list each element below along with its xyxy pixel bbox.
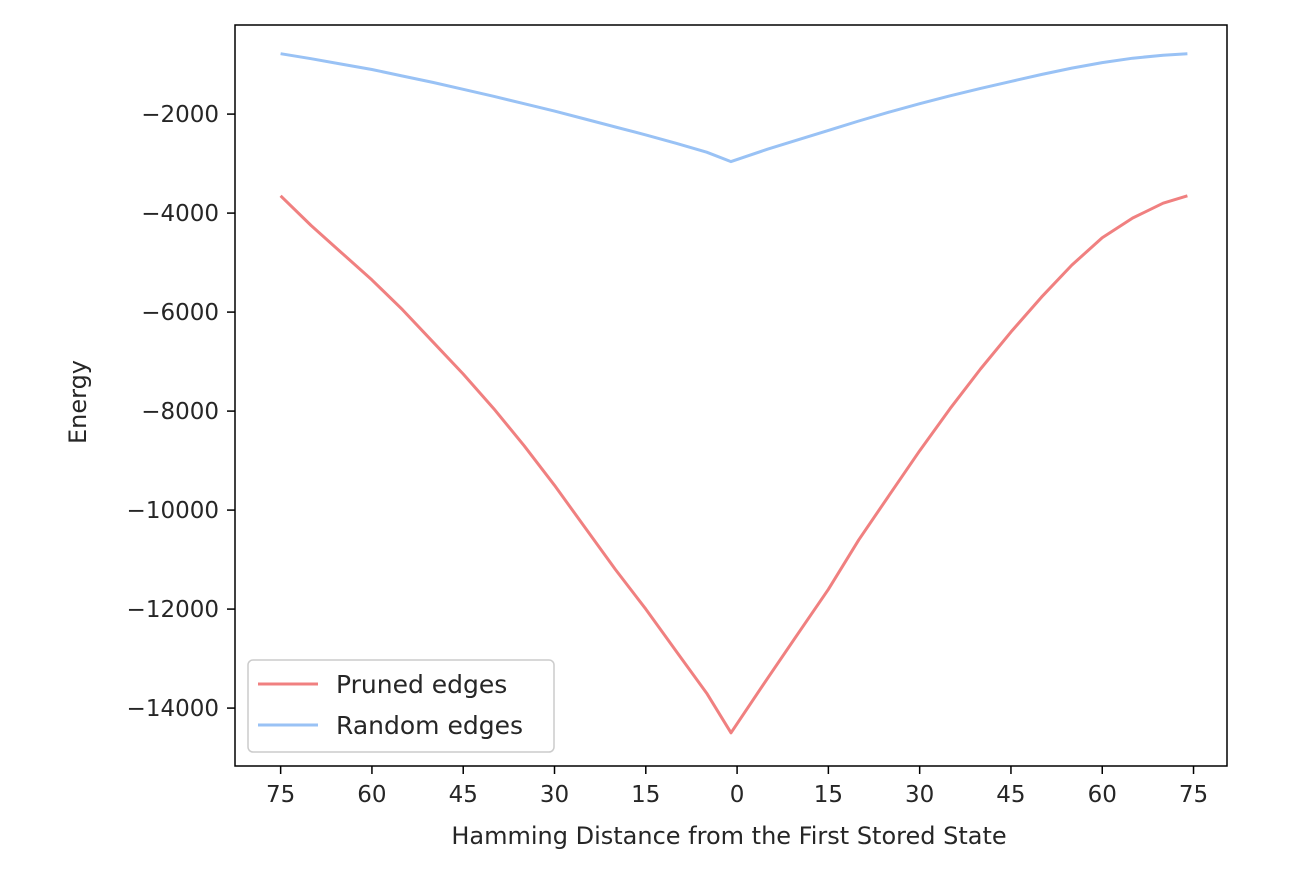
y-tick-label: −14000: [127, 696, 219, 722]
x-tick-label: 15: [631, 782, 660, 808]
y-tick-label: −12000: [127, 597, 219, 623]
x-tick-label: 15: [814, 782, 843, 808]
x-axis-ticks: 75 60 45 30 15 0 15 30 45 60 75: [266, 766, 1208, 808]
series-line-pruned: [279, 194, 1188, 735]
series-line-random: [280, 52, 1188, 164]
x-tick-label: 75: [266, 782, 295, 808]
x-tick-label: 45: [996, 782, 1025, 808]
x-tick-label: 60: [1088, 782, 1117, 808]
y-tick-label: −6000: [141, 300, 219, 326]
x-axis-label: Hamming Distance from the First Stored S…: [451, 822, 1006, 850]
legend-label-random: Random edges: [336, 711, 523, 740]
y-tick-label: −4000: [141, 201, 219, 227]
legend: Pruned edges Random edges: [247, 659, 555, 753]
x-tick-label: 60: [357, 782, 386, 808]
x-tick-label: 30: [540, 782, 569, 808]
y-tick-label: −10000: [127, 498, 219, 524]
x-tick-label: 0: [730, 782, 745, 808]
y-axis-ticks: −2000 −4000 −6000 −8000 −10000 −12000 −14000: [127, 102, 235, 722]
y-axis-label: Energy: [64, 360, 92, 444]
y-tick-label: −8000: [141, 399, 219, 425]
plot-frame: [234, 24, 1228, 767]
legend-label-pruned: Pruned edges: [336, 670, 507, 699]
y-tick-label: −2000: [141, 102, 219, 128]
legend-box: [247, 659, 555, 753]
x-tick-label: 75: [1179, 782, 1208, 808]
x-tick-label: 45: [449, 782, 478, 808]
x-tick-label: 30: [905, 782, 934, 808]
series-layer: [279, 52, 1188, 735]
